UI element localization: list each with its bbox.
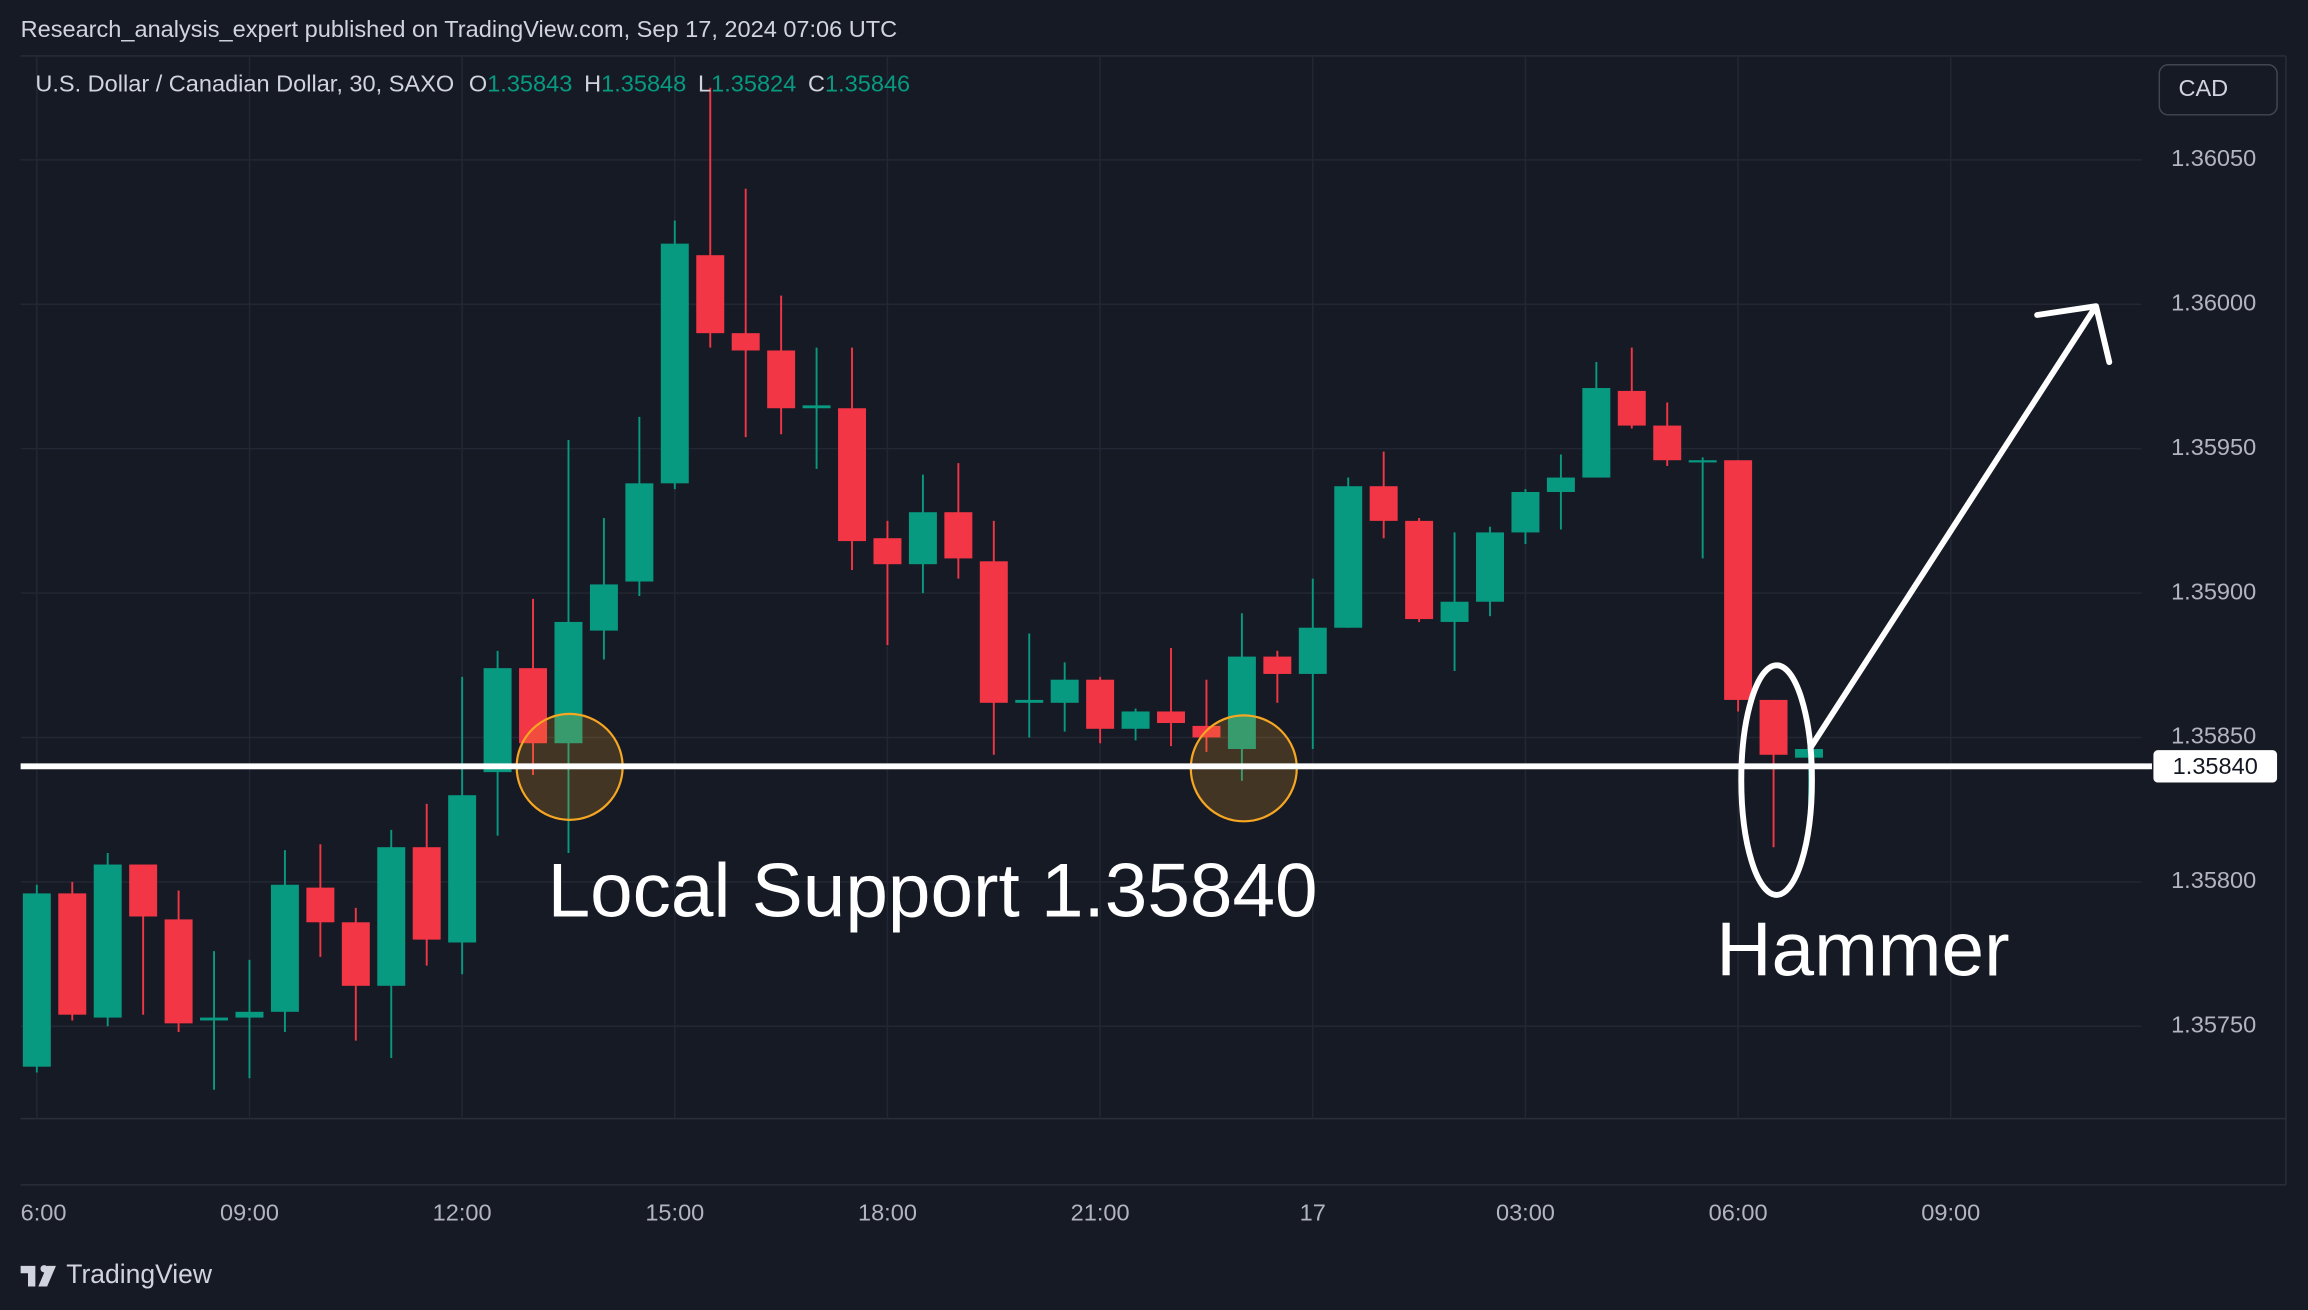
x-tick-label: 09:00	[1921, 1200, 1980, 1226]
candle-body	[1546, 477, 1575, 492]
candle-body	[1050, 679, 1079, 703]
candle-body	[838, 408, 867, 542]
candle-body	[1405, 520, 1434, 620]
candle-body	[200, 1017, 229, 1021]
candle-body	[944, 512, 973, 559]
support-price-box	[2153, 750, 2278, 783]
candle-body	[1440, 601, 1469, 622]
ohlc-letter: L	[698, 71, 711, 97]
candle-body	[873, 538, 902, 565]
ohlc-letter: C	[808, 71, 825, 97]
candle-body	[270, 884, 299, 1012]
x-tick-label: 17	[1300, 1200, 1326, 1226]
candle-body	[731, 333, 760, 351]
ohlc-value: 1.35824	[711, 71, 796, 97]
logo-dot	[40, 1265, 48, 1273]
y-tick-label: 1.35950	[2171, 434, 2256, 460]
x-tick-label: 21:00	[1071, 1200, 1130, 1226]
symbol-title: U.S. Dollar / Canadian Dollar, 30, SAXO	[35, 71, 454, 97]
candle-body	[1653, 425, 1682, 461]
x-tick-label: 18:00	[858, 1200, 917, 1226]
candle-body	[1476, 532, 1504, 602]
candles	[22, 87, 1823, 1090]
y-tick-label: 1.35750	[2171, 1011, 2256, 1037]
candle-body	[1263, 656, 1292, 674]
arrow	[1807, 303, 2113, 751]
candle-body	[1688, 460, 1717, 463]
candle-body	[979, 561, 1008, 703]
ohlc-value: 1.35843	[487, 71, 572, 97]
candle-body	[802, 405, 831, 409]
candle-body	[554, 621, 583, 744]
candle-body	[483, 668, 512, 773]
candle-body	[1582, 388, 1611, 478]
brand-name: TradingView	[66, 1259, 213, 1289]
support-price-label: 1.35840	[2173, 753, 2258, 779]
x-tick-label: 15:00	[645, 1200, 704, 1226]
candle-body	[1334, 486, 1363, 628]
candle-body	[1724, 460, 1753, 700]
candle-body	[660, 243, 689, 484]
candle-body	[589, 584, 618, 631]
x-tick-label: 06:00	[1709, 1200, 1768, 1226]
currency-button-label[interactable]: CAD	[2178, 75, 2228, 101]
candle-body	[1015, 699, 1044, 703]
candle-body	[1227, 656, 1256, 750]
candle-body	[164, 919, 193, 1024]
candle-body	[306, 887, 335, 923]
x-tick-label: 09:00	[220, 1200, 279, 1226]
support-annotation: Local Support 1.35840	[548, 849, 1318, 934]
candle-body	[696, 255, 725, 334]
candle-body	[1759, 699, 1788, 755]
candle-body	[519, 668, 548, 744]
candle-body	[1121, 711, 1150, 729]
brand-logo: TradingView	[20, 1259, 213, 1289]
candle-body	[1298, 627, 1327, 674]
y-tick-label: 1.36000	[2171, 290, 2256, 316]
ohlc-letter: O	[469, 71, 487, 97]
candle-body	[129, 864, 158, 917]
candle-body	[22, 893, 51, 1067]
candle-body	[235, 1011, 264, 1018]
candle-body	[767, 350, 796, 409]
hammer-ellipse	[1738, 662, 1815, 898]
candle-body	[1617, 390, 1646, 426]
candle-body	[908, 512, 937, 565]
y-tick-label: 1.36050	[2171, 145, 2256, 171]
ohlc-value: 1.35846	[825, 71, 910, 97]
x-tick-label: 6:00	[21, 1200, 67, 1226]
hammer-annotation: Hammer	[1716, 907, 2009, 992]
ohlc-letter: H	[584, 71, 601, 97]
symbol-header: U.S. Dollar / Canadian Dollar, 30, SAXO O…	[35, 71, 910, 97]
candle-body	[412, 847, 441, 940]
candle-body	[377, 847, 406, 986]
y-tick-label: 1.35850	[2171, 723, 2256, 749]
candle-body	[1086, 679, 1115, 729]
y-tick-label: 1.35800	[2171, 867, 2256, 893]
y-tick-label: 1.35900	[2171, 578, 2256, 604]
currency-button[interactable]	[2158, 64, 2278, 116]
overlay: Local Support 1.35840 Hammer	[20, 303, 2152, 992]
candle-body	[1157, 711, 1185, 724]
x-tick-label: 03:00	[1496, 1200, 1555, 1226]
candle-body	[625, 483, 654, 582]
ohlc-value: 1.35848	[601, 71, 686, 97]
candle-body	[341, 922, 370, 986]
candle-body	[448, 795, 477, 943]
candle-body	[93, 864, 122, 1018]
x-tick-label: 12:00	[433, 1200, 492, 1226]
candle-body	[1369, 486, 1398, 521]
candle-body	[1511, 491, 1540, 533]
publisher-line: Research_analysis_expert published on Tr…	[21, 16, 898, 42]
candle-body	[58, 893, 87, 1015]
